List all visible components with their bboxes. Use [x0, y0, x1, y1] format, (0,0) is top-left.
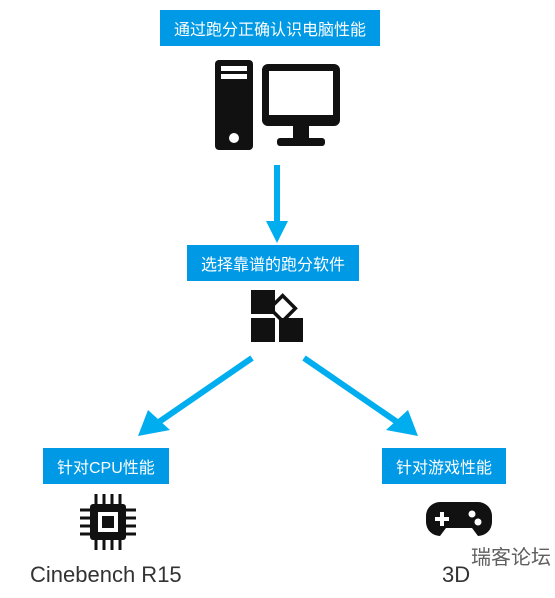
- cpu-chip-icon: [76, 490, 140, 559]
- computer-icon: [207, 52, 347, 167]
- arrow-left-diagonal: [130, 352, 260, 453]
- tiles-icon: [247, 286, 307, 351]
- left-box: 针对CPU性能: [43, 448, 169, 484]
- arrow-down-1: [264, 165, 290, 248]
- left-software-label: Cinebench R15: [30, 562, 182, 588]
- right-software-label: 3D: [442, 562, 470, 588]
- arrow-right-diagonal: [296, 352, 426, 453]
- right-box: 针对游戏性能: [382, 448, 506, 484]
- top-box: 通过跑分正确认识电脑性能: [160, 10, 380, 46]
- mid-box: 选择靠谱的跑分软件: [187, 245, 359, 281]
- watermark-text: 瑞客论坛: [471, 541, 551, 570]
